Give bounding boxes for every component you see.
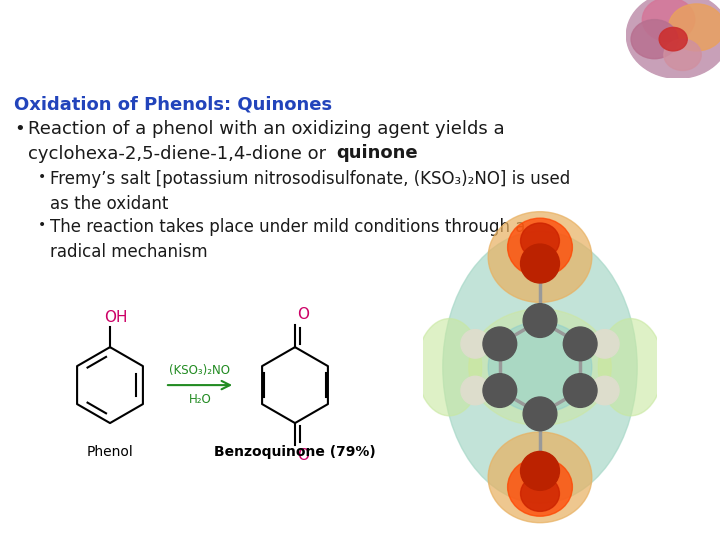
Ellipse shape bbox=[488, 212, 592, 302]
Ellipse shape bbox=[488, 322, 592, 413]
Circle shape bbox=[631, 19, 678, 59]
Circle shape bbox=[660, 28, 687, 51]
Ellipse shape bbox=[417, 319, 482, 416]
Ellipse shape bbox=[521, 476, 559, 511]
Ellipse shape bbox=[521, 223, 559, 259]
Circle shape bbox=[590, 329, 619, 358]
Circle shape bbox=[523, 397, 557, 431]
Ellipse shape bbox=[508, 218, 572, 276]
Text: O: O bbox=[297, 448, 309, 463]
Ellipse shape bbox=[598, 319, 663, 416]
Text: Oxidation of Phenols: Quinones: Oxidation of Phenols: Quinones bbox=[14, 95, 332, 113]
Ellipse shape bbox=[443, 231, 637, 503]
Circle shape bbox=[521, 451, 559, 490]
Text: Benzoquinone (79%): Benzoquinone (79%) bbox=[214, 445, 376, 459]
Circle shape bbox=[461, 376, 490, 405]
Circle shape bbox=[483, 374, 517, 407]
Text: (KSO₃)₂NO: (KSO₃)₂NO bbox=[169, 364, 230, 377]
Text: •: • bbox=[38, 218, 46, 232]
Circle shape bbox=[563, 374, 597, 407]
Text: The reaction takes place under mild conditions through a
radical mechanism: The reaction takes place under mild cond… bbox=[50, 218, 526, 260]
Ellipse shape bbox=[508, 458, 572, 516]
Circle shape bbox=[521, 244, 559, 283]
Text: •: • bbox=[38, 170, 46, 184]
Text: quinone: quinone bbox=[336, 144, 418, 162]
Ellipse shape bbox=[488, 432, 592, 523]
Text: OH: OH bbox=[104, 310, 127, 325]
Circle shape bbox=[563, 327, 597, 361]
Circle shape bbox=[590, 376, 619, 405]
Text: H₂O: H₂O bbox=[189, 393, 212, 406]
Text: Reaction of a phenol with an oxidizing agent yields a
cyclohexa-2,5-diene-1,4-di: Reaction of a phenol with an oxidizing a… bbox=[28, 120, 505, 163]
Ellipse shape bbox=[469, 309, 611, 426]
Text: Phenol: Phenol bbox=[86, 445, 133, 459]
Circle shape bbox=[642, 0, 695, 42]
Text: Fremy’s salt [potassium nitrosodisulfonate, (KSO₃)₂NO] is used
as the oxidant: Fremy’s salt [potassium nitrosodisulfona… bbox=[50, 170, 570, 213]
Circle shape bbox=[461, 329, 490, 358]
Circle shape bbox=[668, 4, 720, 51]
Text: •: • bbox=[14, 120, 24, 138]
Circle shape bbox=[483, 327, 517, 361]
Circle shape bbox=[523, 303, 557, 338]
Circle shape bbox=[626, 0, 720, 78]
Circle shape bbox=[664, 39, 701, 71]
Text: Oxidation of Alcohols and Phenols: Oxidation of Alcohols and Phenols bbox=[12, 23, 653, 56]
Text: O: O bbox=[297, 307, 309, 322]
